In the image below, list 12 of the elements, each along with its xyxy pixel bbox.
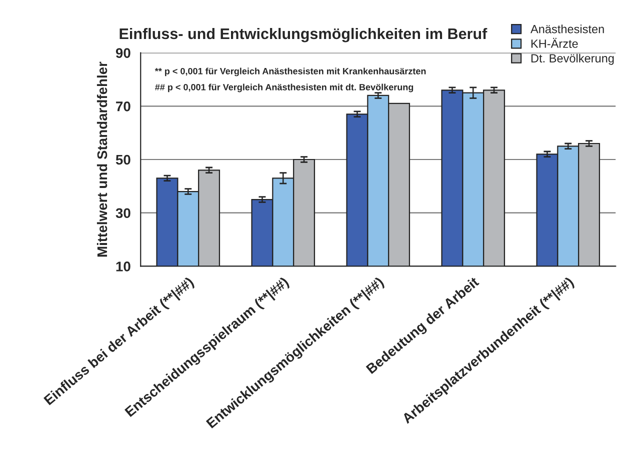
y-axis-title: Mittelwert und Standardfehler xyxy=(96,62,108,257)
y-tick-label: 10 xyxy=(116,262,130,272)
annotation: ** p < 0,001 für Vergleich Anästhesisten mit Krankenhausärzten xyxy=(154,68,426,76)
legend-label: KH-Ärzte xyxy=(531,38,578,48)
y-tick-label: 90 xyxy=(116,48,130,58)
legend-label: Anästhesisten xyxy=(530,24,604,34)
annotation: ## p < 0,001 für Vergleich Anästhesisten mit dt. Bevölkerung xyxy=(155,84,414,92)
y-tick-label: 50 xyxy=(116,154,130,165)
y-tick-label: 70 xyxy=(116,101,130,112)
chart-title: Einfluss- und Entwicklungsmöglichkeiten im Beruf xyxy=(120,28,488,42)
legend-label: Dt. Bevölkerung xyxy=(531,54,614,65)
y-tick-label: 30 xyxy=(116,208,130,218)
